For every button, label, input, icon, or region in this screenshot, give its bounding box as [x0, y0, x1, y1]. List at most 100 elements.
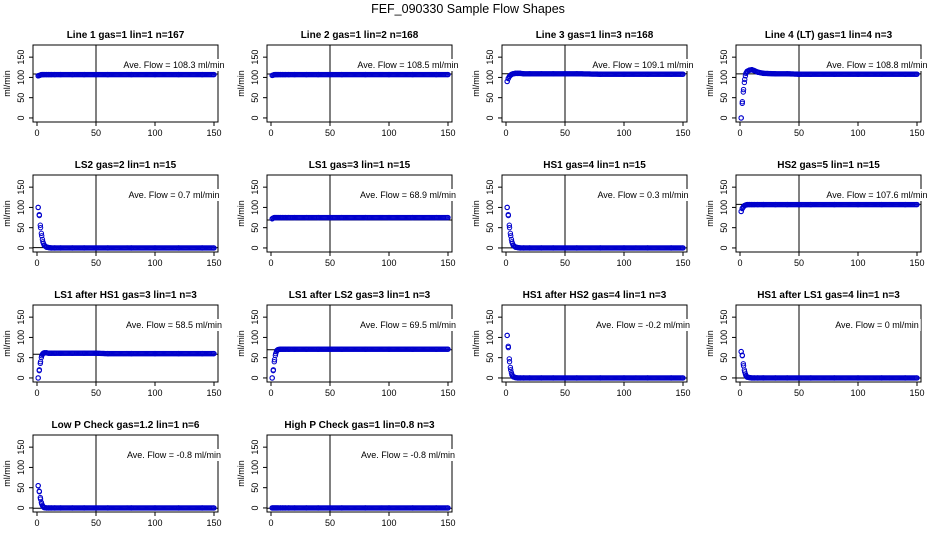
annotation-background: [590, 59, 696, 71]
x-tick-label: 50: [560, 258, 570, 268]
data-point: [327, 71, 333, 78]
panel-title: HS1 after HS2 gas=4 lin=1 n=3: [523, 290, 667, 301]
panel-title: HS1 gas=4 lin=1 n=15: [543, 160, 646, 171]
y-axis: 0 50 100 150: [16, 50, 33, 120]
x-axis: 0 50 100 150: [34, 122, 222, 138]
data-point: [291, 505, 298, 511]
x-tick-label: 0: [503, 388, 508, 398]
y-tick-label: 100: [16, 70, 26, 85]
y-axis-label: ml/min: [705, 70, 715, 97]
x-tick-label: 50: [794, 258, 804, 268]
panel-14: High P Check gas=1 lin=0.8 n=3 0 50 100 1500…: [236, 420, 458, 528]
annotation-background: [824, 59, 930, 71]
data-point: [269, 375, 275, 381]
panel-title: Line 1 gas=1 lin=1 n=167: [67, 30, 185, 41]
data-points: [738, 67, 920, 121]
data-point: [506, 359, 513, 365]
x-axis: 0 50 100 150: [34, 252, 222, 268]
y-axis-label: ml/min: [705, 200, 715, 227]
x-tick-label: 0: [268, 258, 273, 268]
average-flow-annotation: Ave. Flow = 108.3 ml/min: [123, 60, 224, 70]
y-tick-label: 150: [16, 440, 26, 455]
data-point: [597, 375, 604, 381]
data-point: [57, 71, 64, 78]
panel-1: Line 1 gas=1 lin=1 n=167 0 50 100 150 0 50 100 1…: [2, 30, 227, 138]
data-point: [668, 71, 674, 77]
x-tick-label: 150: [206, 388, 221, 398]
data-point: [680, 245, 686, 251]
y-tick-label: 100: [719, 70, 729, 85]
data-point: [152, 245, 158, 251]
data-point: [315, 505, 321, 511]
y-axis: 0 50 100 150: [16, 310, 33, 380]
panel-title: High P Check gas=1 lin=0.8 n=3: [284, 420, 435, 431]
plot-frame: [735, 44, 922, 123]
data-point: [644, 71, 651, 77]
average-flow-annotation: Ave. Flow = 68.9 ml/min: [360, 190, 456, 200]
panel-13: Low P Check gas=1.2 lin=1 n=6 0 50 100 150 0 5…: [2, 420, 224, 528]
data-point: [517, 70, 523, 77]
panel-title: LS1 after LS2 gas=3 lin=1 n=3: [289, 290, 431, 301]
data-point: [69, 350, 76, 356]
x-axis: 0 50 100 150: [268, 512, 456, 528]
data-point: [914, 201, 920, 208]
average-flow-annotation: Ave. Flow = 69.5 ml/min: [360, 320, 456, 330]
y-tick-label: 150: [16, 50, 26, 65]
y-tick-label: 0: [485, 115, 495, 120]
data-point: [362, 505, 369, 511]
data-point: [48, 505, 54, 511]
data-point: [510, 374, 516, 380]
y-tick-label: 100: [250, 70, 260, 85]
y-tick-label: 50: [485, 223, 495, 233]
y-axis-label: ml/min: [471, 200, 481, 227]
y-tick-label: 150: [719, 50, 729, 65]
data-point: [48, 71, 54, 78]
x-tick-label: 100: [616, 128, 631, 138]
data-point: [574, 245, 580, 251]
data-points: [504, 332, 686, 381]
x-axis: 0 50 100 150: [34, 382, 222, 398]
data-point: [521, 375, 527, 381]
data-point: [175, 350, 182, 357]
x-tick-label: 0: [737, 128, 742, 138]
data-point: [57, 350, 64, 356]
data-point: [386, 505, 392, 511]
annotation-background: [357, 189, 459, 201]
data-point: [386, 214, 392, 221]
data-point: [515, 244, 521, 251]
data-point: [69, 245, 76, 251]
data-point: [506, 224, 513, 231]
y-axis-label: ml/min: [2, 200, 12, 227]
data-point: [409, 71, 416, 78]
data-point: [433, 505, 439, 511]
data-point: [273, 350, 279, 357]
average-flow-annotation: Ave. Flow = 0.7 ml/min: [128, 190, 219, 200]
y-axis: 0 50 100 150: [719, 180, 736, 250]
y-axis: 0 50 100 150: [250, 440, 267, 510]
x-tick-label: 0: [737, 388, 742, 398]
data-point: [81, 71, 87, 78]
y-tick-label: 100: [250, 460, 260, 475]
data-point: [52, 71, 58, 78]
data-point: [760, 70, 767, 77]
x-tick-label: 150: [206, 518, 221, 528]
x-tick-label: 50: [794, 388, 804, 398]
average-flow-annotation: Ave. Flow = 108.8 ml/min: [826, 60, 927, 70]
average-flow-annotation: Ave. Flow = -0.8 ml/min: [127, 450, 221, 460]
data-point: [739, 352, 746, 359]
panel-12: HS1 after LS1 gas=4 lin=1 n=3 0 50 100 150 0 5…: [705, 290, 925, 398]
x-tick-label: 100: [147, 388, 162, 398]
data-point: [680, 375, 686, 381]
data-point: [878, 201, 885, 208]
data-point: [57, 505, 64, 511]
panel-6: LS1 gas=3 lin=1 n=15 0 50 100 150 0 50 100 150 ml…: [236, 160, 459, 268]
y-axis: 0 50 100 150: [16, 180, 33, 250]
x-axis: 0 50 100 150: [268, 382, 456, 398]
average-flow-annotation: Ave. Flow = -0.8 ml/min: [361, 450, 455, 460]
data-point: [128, 71, 135, 78]
x-tick-label: 0: [34, 128, 39, 138]
data-point: [742, 73, 749, 79]
average-flow-annotation: Ave. Flow = 58.5 ml/min: [126, 320, 222, 330]
plot-frame: [266, 44, 453, 123]
y-tick-label: 50: [485, 353, 495, 363]
